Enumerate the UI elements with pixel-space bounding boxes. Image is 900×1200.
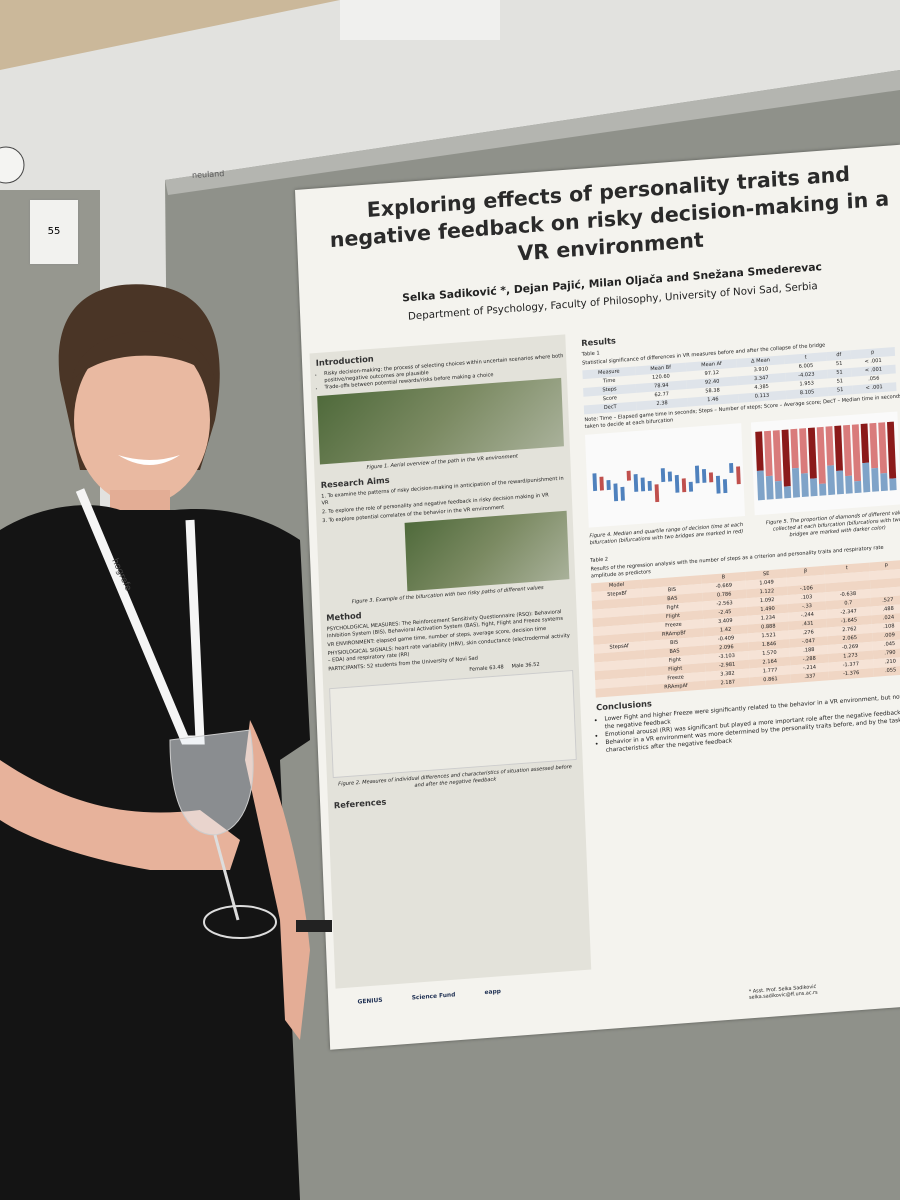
figure-shape — [816, 426, 826, 485]
figure-shape — [878, 422, 888, 474]
figure-shape — [827, 465, 836, 496]
clock — [0, 146, 25, 184]
stacked-figure — [750, 411, 900, 516]
figure-shape — [681, 478, 687, 493]
figure-shape — [765, 475, 774, 500]
figure-shape — [886, 421, 897, 479]
figure-shape — [620, 486, 625, 501]
figure-shape — [674, 474, 680, 493]
figure-shape — [736, 466, 741, 485]
figure-shape — [845, 475, 853, 494]
figure-shape — [781, 429, 791, 487]
figure-shape — [647, 480, 652, 491]
figure-shape — [783, 486, 792, 499]
ceiling — [0, 0, 340, 70]
figure-shape — [836, 470, 844, 495]
figure-shape — [606, 480, 611, 491]
figure-shape — [851, 424, 862, 482]
projector — [340, 0, 500, 40]
figure-shape — [854, 480, 862, 494]
figure-shape — [660, 468, 666, 483]
figure-shape — [688, 481, 694, 492]
figure-shape — [715, 475, 721, 494]
watch — [296, 920, 332, 932]
charts — [585, 411, 900, 528]
figure-shape — [862, 462, 871, 493]
figure-shape — [869, 422, 879, 469]
figure-shape — [756, 470, 765, 501]
figure-shape — [640, 477, 646, 492]
figure-shape — [825, 426, 834, 466]
figure-shape — [807, 427, 817, 479]
face — [74, 335, 210, 505]
figure-shape — [667, 471, 673, 482]
smile — [118, 455, 180, 465]
figure-shape — [701, 468, 707, 483]
boxplot-figure — [585, 423, 745, 528]
figure-shape — [772, 430, 782, 482]
figure-shape — [613, 483, 619, 502]
figure-shape — [819, 483, 827, 496]
figure-shape — [810, 478, 818, 497]
figure-shape — [790, 428, 799, 469]
figure-shape — [626, 470, 631, 481]
figure-shape — [889, 478, 897, 491]
board-number: 55 — [30, 200, 78, 264]
figure-shape — [860, 423, 870, 464]
figure-shape — [791, 467, 801, 498]
figure-shape — [729, 462, 734, 474]
figure-shape — [708, 472, 714, 483]
left-arm — [0, 760, 240, 870]
figure-shape — [764, 430, 773, 477]
right-column: Results Table 1 Statistical significance… — [575, 309, 900, 1018]
figure-shape — [694, 465, 700, 484]
figure-shape — [592, 473, 598, 492]
figure-shape — [880, 473, 888, 492]
figure-shape — [654, 484, 660, 503]
board-frame — [165, 70, 900, 195]
figure-shape — [871, 467, 880, 492]
glass-foot — [203, 905, 277, 939]
figure-shape — [599, 476, 604, 491]
figure-shape — [774, 480, 783, 500]
bangs — [72, 331, 215, 380]
right-arm — [245, 720, 310, 1040]
figure-shape — [801, 473, 809, 498]
poster: Exploring effects of personality traits … — [295, 144, 900, 1050]
figure-shape — [799, 428, 808, 474]
figure-shape — [755, 431, 764, 472]
figure-shape — [843, 424, 852, 477]
figure-shape — [722, 479, 728, 494]
figure-shape — [834, 425, 843, 471]
figure-shape — [633, 474, 639, 492]
